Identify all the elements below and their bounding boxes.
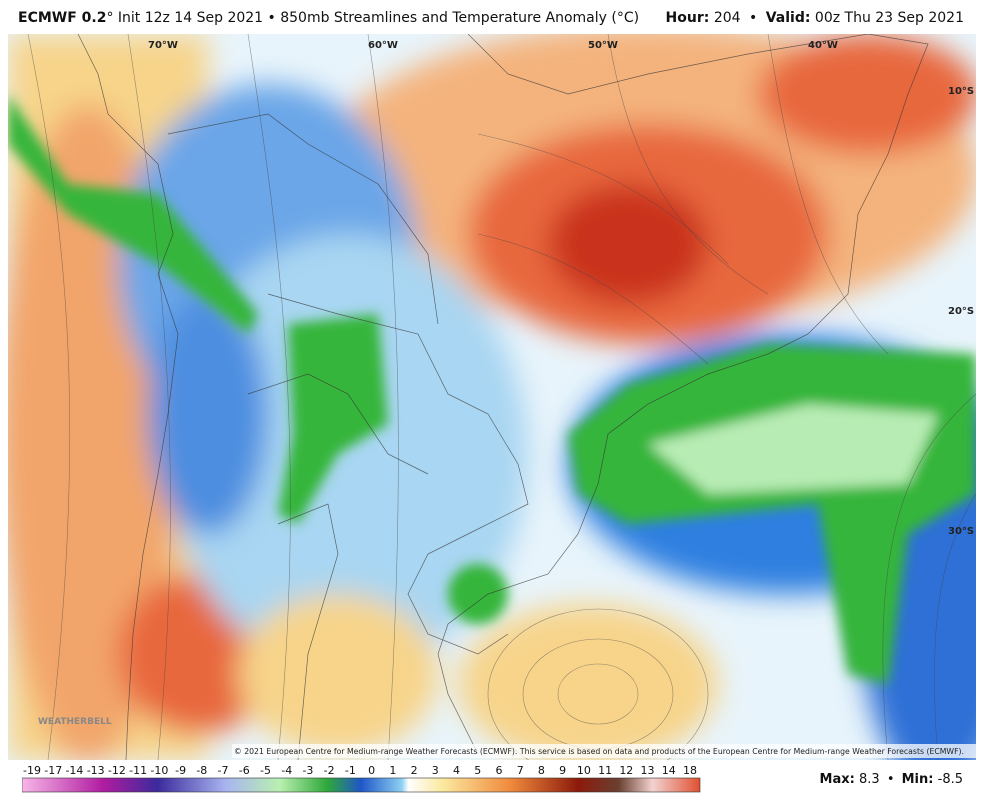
colorbar-label: 14: [662, 764, 676, 777]
header-left: ECMWF 0.2° Init 12z 14 Sep 2021 • 850mb …: [18, 10, 643, 26]
colorbar-label: 4: [453, 764, 460, 777]
hour-label: Hour:: [665, 10, 710, 26]
colorbar-label: -10: [150, 764, 168, 777]
colorbar-label: 7: [517, 764, 524, 777]
colorbar-label: -2: [324, 764, 335, 777]
map: 70°W 60°W 50°W 40°W 10°S 20°S 30°S WEATH…: [8, 34, 976, 760]
colorbar-label: 10: [577, 764, 591, 777]
lon-label: 50°W: [588, 40, 618, 51]
lon-label: 60°W: [368, 40, 398, 51]
lon-label: 70°W: [148, 40, 178, 51]
colorbar-label: 8: [538, 764, 545, 777]
copyright: © 2021 European Centre for Medium-range …: [234, 747, 964, 756]
colorbar-label: -4: [281, 764, 292, 777]
header-right: Hour: 204 • Valid: 00z Thu 23 Sep 2021: [666, 10, 968, 26]
colorbar-label: 18: [683, 764, 697, 777]
lat-label: 20°S: [948, 306, 974, 317]
colorbar-label: 5: [474, 764, 481, 777]
coastlines: [77, 34, 929, 760]
model: ECMWF 0.2: [18, 10, 107, 26]
colorbar-label: -14: [65, 764, 83, 777]
colorbar-label: -3: [302, 764, 313, 777]
colorbar-label: 2: [411, 764, 418, 777]
colorbar-label: 0: [368, 764, 375, 777]
colorbar-label: -6: [239, 764, 250, 777]
colorbar-label: 3: [432, 764, 439, 777]
lon-label: 40°W: [808, 40, 838, 51]
colorbar-label: -1: [345, 764, 356, 777]
colorbar-label: 13: [641, 764, 655, 777]
colorbar-label: 11: [598, 764, 612, 777]
colorbar-label: -19: [23, 764, 41, 777]
min: -8.5: [937, 772, 963, 787]
field: [8, 34, 976, 760]
stats: Max: 8.3 • Min: -8.5: [820, 772, 966, 787]
colorbar-label: -11: [129, 764, 147, 777]
colorbar-label: -5: [260, 764, 271, 777]
sep: •: [886, 772, 895, 787]
valid-label: Valid:: [765, 10, 811, 26]
colorbar-label: -9: [175, 764, 186, 777]
valid: 00z Thu 23 Sep 2021: [814, 10, 964, 26]
max-label: Max:: [819, 772, 855, 787]
colorbar-label: 9: [559, 764, 566, 777]
header-text: ° Init 12z 14 Sep 2021 • 850mb Streamlin…: [106, 10, 640, 26]
hour: 204: [713, 10, 741, 26]
lat-label: 10°S: [948, 86, 974, 97]
streamlines: [27, 34, 976, 760]
sep: •: [749, 10, 758, 26]
max: 8.3: [858, 772, 880, 787]
colorbar-label: -7: [218, 764, 229, 777]
colorbar-label: -8: [196, 764, 207, 777]
colorbar-scale: [22, 777, 701, 793]
colorbar-label: 6: [495, 764, 502, 777]
colorbar-label: 12: [619, 764, 633, 777]
colorbar-label: 1: [389, 764, 396, 777]
lat-label: 30°S: [948, 526, 974, 537]
min-label: Min:: [901, 772, 934, 787]
colorbar: -19 -17 -14 -13 -12 -11 -10 -9 -8 -7 -6 -5 -4 -3 -2 -1 0…: [22, 764, 701, 793]
logo: WEATHERBELL: [38, 717, 112, 727]
colorbar-label: -13: [87, 764, 105, 777]
colorbar-label: -12: [108, 764, 126, 777]
colorbar-label: -17: [44, 764, 62, 777]
